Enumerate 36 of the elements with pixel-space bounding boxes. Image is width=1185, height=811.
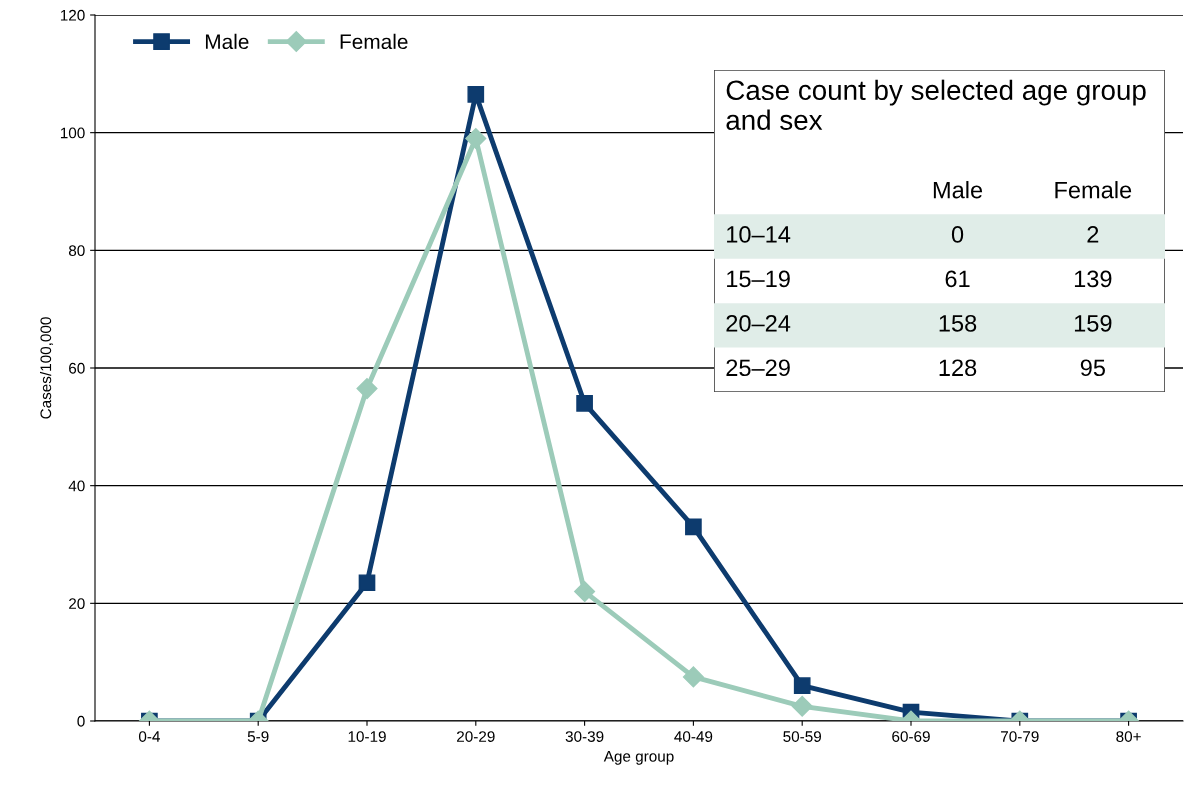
x-tick-label: 20-29 [457,731,495,742]
annotation: 15–19 [727,270,790,288]
y-tick-label: 80 [68,245,85,257]
annotation: 2 [1087,226,1099,243]
x-tick-label: 10-19 [348,731,386,742]
y-tick-label: 120 [60,9,85,21]
x-tick-label: 30-39 [565,731,604,742]
annotation: 0 [951,226,964,243]
annotation: 159 [1074,314,1112,332]
y-axis-title: Cases/100,000 [39,317,54,419]
annotation: 61 [945,270,970,288]
x-tick-label: 70-79 [1001,731,1039,742]
legend-label: Male [205,33,249,50]
y-tick-label: 20 [69,598,85,610]
x-tick-label: 60-69 [892,731,930,742]
x-tick-label: 5-9 [247,731,269,742]
annotation: 158 [939,314,977,332]
annotation: Male [933,181,983,199]
annotation: Case count by selected age group and sex [726,79,1146,130]
x-tick-label: 0-4 [138,731,160,742]
annotation: 10–14 [727,226,791,243]
annotation: Female [1055,181,1132,199]
annotation: 25–29 [726,359,790,377]
x-axis-title: Age group [603,751,674,765]
y-tick-label: 60 [69,362,85,374]
annotation: 95 [1080,359,1105,377]
annotation: 20–24 [726,314,791,332]
legend-label: Female [340,33,408,50]
x-tick-label: 50-59 [783,731,822,742]
annotation: 139 [1074,270,1112,288]
annotation: 128 [939,359,977,377]
y-tick-label: 40 [68,480,85,492]
x-tick-label: 80+ [1116,731,1141,742]
y-tick-label: 100 [60,127,85,139]
y-tick-label: 0 [77,715,85,727]
x-tick-label: 40-49 [674,731,713,742]
